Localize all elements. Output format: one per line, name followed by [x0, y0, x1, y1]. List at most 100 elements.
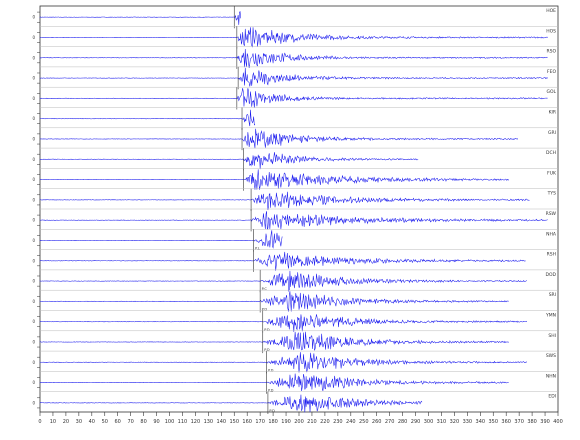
waveform-gri: [39, 128, 519, 149]
x-tick-label: 210: [307, 419, 317, 425]
y-tick-label: 0: [32, 238, 35, 243]
station-label: DOD: [546, 272, 557, 278]
x-tick-label: 60: [115, 419, 121, 425]
x-tick-label: 260: [372, 419, 382, 425]
waveform-gol: [39, 88, 548, 108]
station-label: EDI: [548, 394, 556, 400]
y-tick-label: 0: [32, 157, 35, 162]
x-tick-label: 390: [540, 419, 550, 425]
x-tick-label: 250: [359, 419, 369, 425]
y-tick-label: 0: [32, 96, 35, 101]
x-tick-label: 120: [191, 419, 201, 425]
x-tick-label: 360: [501, 419, 511, 425]
station-label: HOE: [546, 8, 556, 14]
x-tick-label: 290: [411, 419, 421, 425]
waveform-dod: [39, 270, 527, 293]
x-tick-label: 400: [553, 419, 563, 425]
y-tick-label: 0: [32, 380, 35, 385]
x-tick-label: 10: [50, 419, 56, 425]
y-tick-label: 0: [32, 360, 35, 365]
phase-label: P.D: [268, 368, 274, 372]
station-label: GOL: [546, 89, 556, 95]
x-tick-label: 280: [398, 419, 408, 425]
y-tick-label: 0: [32, 136, 35, 141]
waveform-rso: [39, 49, 548, 68]
x-tick-label: 240: [346, 419, 356, 425]
waveform-fuk: [39, 169, 510, 190]
x-tick-label: 380: [527, 419, 537, 425]
y-tick-label: 0: [32, 400, 35, 405]
x-tick-label: 130: [204, 419, 214, 425]
x-tick-label: 70: [127, 419, 133, 425]
station-label: HOS: [546, 28, 556, 34]
waveform-kir: [39, 109, 256, 127]
x-tick-label: 110: [178, 419, 188, 425]
x-tick-label: 20: [63, 419, 69, 425]
waveform-hoe: [39, 10, 241, 25]
y-tick-label: 0: [32, 218, 35, 223]
x-tick-label: 170: [255, 419, 265, 425]
y-tick-label: 0: [32, 279, 35, 284]
y-tick-label: 0: [32, 258, 35, 263]
x-tick-label: 80: [140, 419, 146, 425]
phase-label: P.D: [262, 308, 268, 312]
waveform-ymn: [39, 314, 528, 332]
x-tick-label: 200: [294, 419, 304, 425]
station-label: RSH: [547, 252, 556, 258]
waveform-nhn: [39, 373, 509, 391]
x-tick-label: 220: [320, 419, 330, 425]
station-label: TYS: [547, 191, 556, 197]
station-label: YMN: [545, 313, 556, 319]
y-tick-label: 0: [32, 177, 35, 182]
waveform-edi: [39, 394, 423, 413]
x-tick-label: 350: [488, 419, 498, 425]
station-label: NHA: [546, 231, 557, 237]
x-tick-label: 100: [165, 419, 175, 425]
y-tick-label: 0: [32, 339, 35, 344]
waveform-rsw: [39, 211, 548, 230]
station-label: FUK: [547, 170, 557, 176]
station-label: RSO: [546, 49, 556, 55]
station-label: DCH: [546, 150, 556, 156]
waveform-dch: [39, 152, 419, 170]
waveform-rsh: [39, 251, 526, 271]
x-tick-label: 310: [437, 419, 447, 425]
x-tick-label: 140: [217, 419, 227, 425]
y-tick-label: 0: [32, 197, 35, 202]
x-tick-label: 50: [102, 419, 108, 425]
x-tick-label: 150: [229, 419, 239, 425]
x-tick-label: 190: [281, 419, 291, 425]
y-tick-label: 0: [32, 319, 35, 324]
station-label: NHN: [546, 373, 556, 379]
x-tick-label: 230: [333, 419, 343, 425]
waveform-feo: [39, 67, 548, 87]
phase-label: P.C: [262, 287, 268, 291]
x-tick-label: 180: [268, 419, 278, 425]
x-tick-label: 330: [463, 419, 473, 425]
phase-label: P.L: [255, 247, 260, 251]
waveform-tys: [39, 191, 530, 211]
station-label: KIR: [549, 110, 556, 116]
y-tick-label: 0: [32, 35, 35, 40]
station-label: GRI: [548, 130, 556, 136]
station-label: SHI: [548, 333, 556, 339]
waveform-sri: [39, 291, 509, 312]
x-tick-label: 340: [476, 419, 486, 425]
x-tick-label: 300: [424, 419, 434, 425]
waveform-nha: [39, 230, 283, 249]
waveform-sws: [39, 352, 528, 373]
x-tick-label: 370: [514, 419, 524, 425]
x-tick-label: 160: [242, 419, 252, 425]
station-label: RSW: [546, 211, 557, 217]
y-tick-label: 0: [32, 116, 35, 121]
station-label: SRI: [549, 292, 556, 298]
x-tick-label: 90: [153, 419, 159, 425]
station-label: SWS: [546, 353, 556, 359]
phase-label: P.D: [264, 348, 270, 352]
phase-label: P.D: [264, 328, 270, 332]
x-tick-label: 40: [89, 419, 95, 425]
y-tick-label: 0: [32, 55, 35, 60]
waveform-hos: [39, 27, 548, 48]
phase-label: P.D: [269, 409, 275, 413]
